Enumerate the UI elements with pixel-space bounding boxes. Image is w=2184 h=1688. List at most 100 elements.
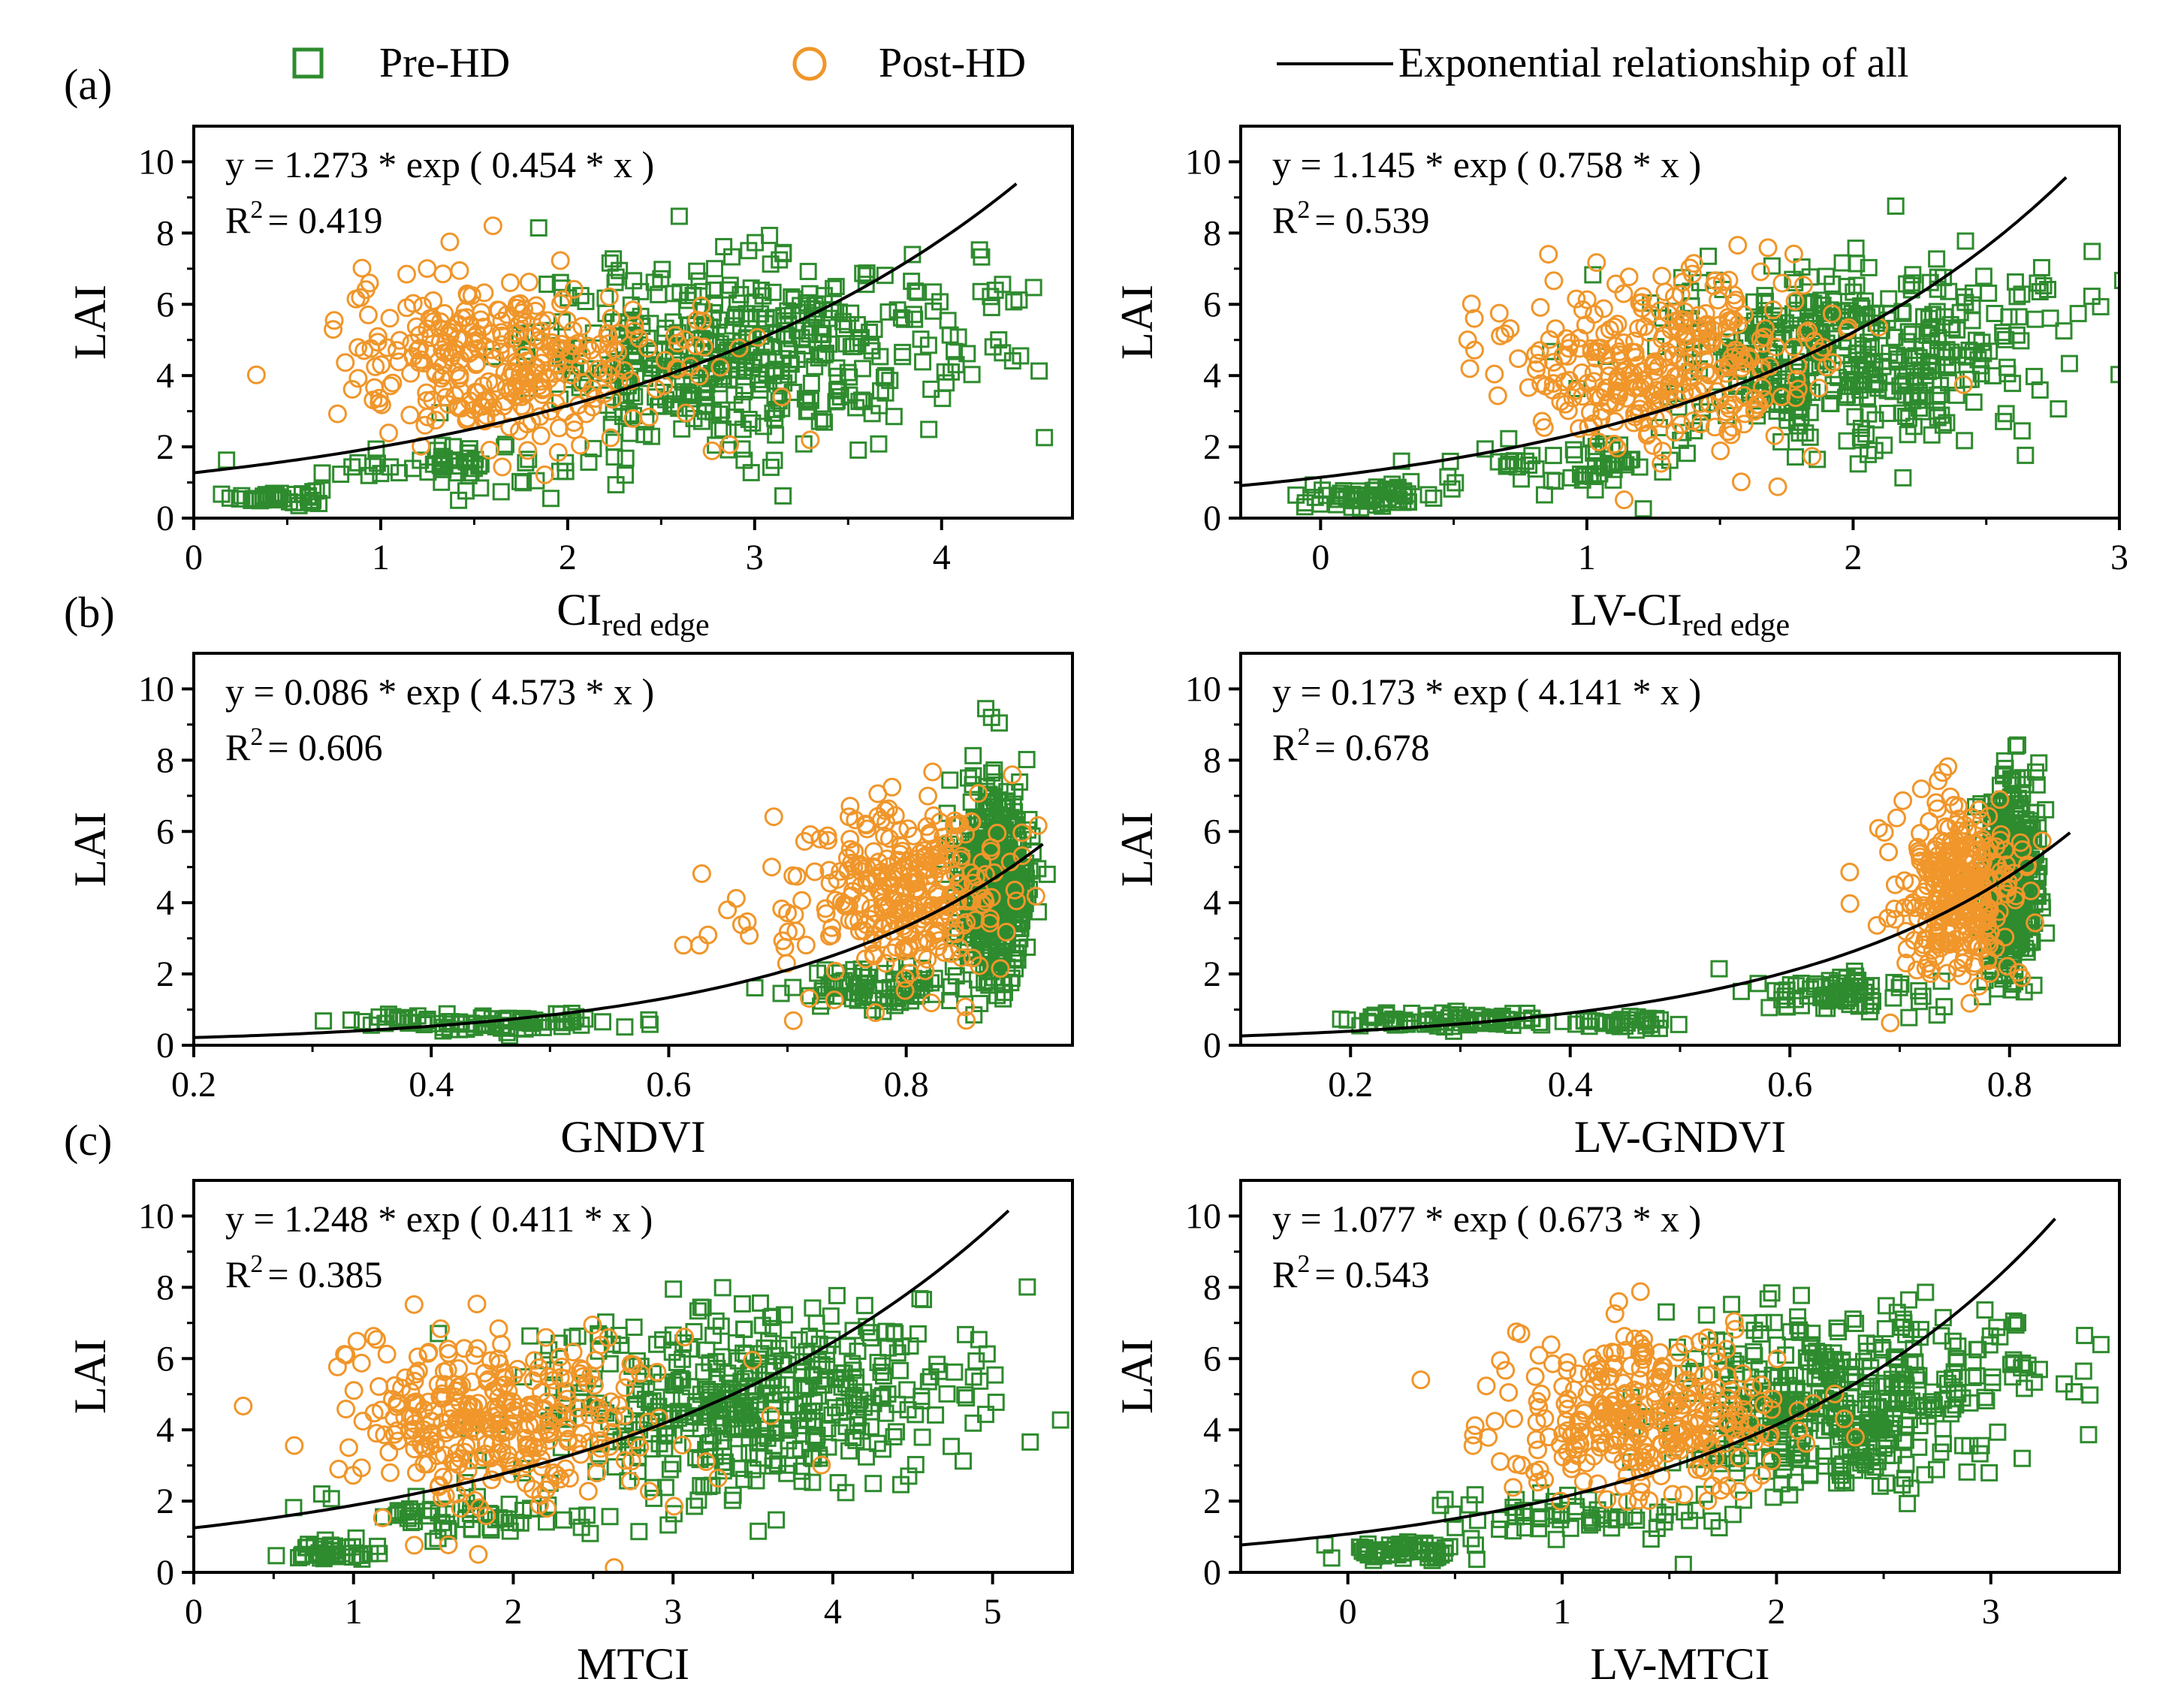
post-hd-point: [696, 1452, 716, 1472]
post-hd-point: [1528, 354, 1548, 373]
pre-hd-point: [839, 363, 857, 381]
pre-hd-point: [822, 1307, 840, 1325]
pre-hd-point: [746, 979, 764, 997]
pre-hd-point: [744, 414, 762, 432]
plot-frame: [192, 1179, 1074, 1574]
pre-hd-point: [1900, 1008, 1918, 1026]
pre-hd-point: [605, 250, 623, 268]
pre-hd-point: [2004, 375, 2022, 393]
pre-hd-point: [1491, 1521, 1509, 1539]
post-hd-point: [1675, 383, 1694, 402]
x-tick-label: 0: [1311, 538, 1329, 577]
post-hd-point: [1696, 316, 1715, 336]
pre-hd-point: [875, 990, 893, 1008]
pre-hd-point: [322, 1490, 340, 1508]
post-hd-point: [1700, 365, 1719, 384]
pre-hd-point: [1392, 452, 1410, 470]
post-hd-point: [1916, 958, 1935, 978]
post-hd-point: [919, 786, 938, 806]
pre-hd-point: [872, 382, 890, 400]
pre-hd-point: [994, 344, 1012, 362]
pre-hd-point: [656, 1439, 674, 1457]
post-hd-point: [353, 1412, 373, 1431]
pre-hd-point: [390, 464, 408, 482]
pre-hd-point: [1876, 1320, 1894, 1338]
fit-equation: y = 1.273 * exp ( 0.454 * x ): [225, 143, 654, 185]
post-hd-point: [969, 784, 988, 803]
post-hd-point: [1965, 954, 1984, 973]
pre-hd-point: [681, 1414, 699, 1432]
post-hd-point: [900, 963, 920, 983]
r-squared-symbol: R: [225, 199, 251, 241]
pre-hd-point: [304, 1546, 322, 1564]
pre-hd-point: [1749, 975, 1767, 993]
x-axis-label: GNDVI: [560, 1112, 705, 1162]
pre-hd-point: [254, 491, 272, 509]
post-hd-point: [1629, 318, 1649, 338]
post-hd-point: [778, 903, 798, 923]
pre-hd-point: [1795, 294, 1813, 312]
post-hd-point: [1696, 362, 1715, 381]
post-hd-point: [866, 903, 885, 923]
post-hd-point: [1728, 315, 1748, 334]
pre-hd-point: [1329, 487, 1347, 505]
post-hd-point: [1765, 426, 1784, 445]
post-hd-point: [1885, 909, 1905, 929]
pre-hd-point: [765, 366, 783, 384]
post-hd-point: [1802, 447, 1822, 466]
pre-hd-point: [735, 1470, 753, 1488]
post-hd-point: [895, 969, 915, 988]
post-hd-point: [474, 1411, 493, 1430]
pre-hd-point: [931, 293, 949, 311]
pre-hd-point: [1830, 984, 1848, 1002]
post-hd-point: [1488, 386, 1507, 405]
r-squared: R2 = 0.539: [1272, 196, 1430, 241]
pre-hd-point: [781, 1396, 799, 1414]
post-hd-point: [674, 1328, 694, 1347]
post-hd-point: [1595, 324, 1615, 343]
post-hd-point: [1809, 378, 1829, 398]
post-hd-point: [941, 849, 961, 869]
post-hd-point: [764, 807, 783, 827]
pre-hd-point: [433, 473, 451, 491]
pre-hd-point: [792, 1440, 810, 1458]
pre-hd-point: [870, 435, 888, 453]
post-hd-point: [1920, 812, 1939, 831]
post-hd-point: [1733, 350, 1753, 369]
pre-hd-point: [1402, 472, 1420, 490]
post-hd-point: [356, 280, 376, 300]
pre-hd-point: [762, 458, 780, 476]
post-hd-point: [572, 317, 592, 336]
pre-hd-point: [865, 321, 883, 339]
pre-hd-point: [862, 1418, 880, 1436]
post-hd-point: [471, 396, 490, 416]
pre-hd-point: [722, 360, 741, 378]
post-hd-point: [928, 924, 947, 943]
x-tick-label: 1: [345, 1592, 363, 1632]
pre-hd-point: [1980, 285, 1998, 303]
pre-hd-point: [728, 294, 746, 312]
pre-hd-point: [1446, 474, 1465, 492]
post-hd-point: [370, 388, 389, 408]
pre-hd-point: [783, 288, 801, 306]
post-hd-point: [1930, 912, 1950, 931]
post-hd-point: [1756, 319, 1775, 339]
post-hd-point: [1914, 896, 1933, 915]
post-hd-point: [942, 944, 961, 963]
pre-hd-point: [792, 1462, 810, 1480]
pre-hd-point: [665, 1505, 683, 1523]
pre-hd-point: [621, 424, 639, 442]
pre-hd-point: [852, 960, 870, 978]
post-hd-point: [1619, 267, 1639, 287]
pre-hd-point: [1030, 362, 1048, 380]
pre-hd-point: [823, 1406, 841, 1424]
post-hd-point: [1727, 291, 1746, 310]
post-hd-point: [531, 1486, 551, 1506]
pre-hd-point: [481, 1518, 499, 1536]
pre-hd-point: [749, 1449, 767, 1467]
pre-hd-point: [463, 1520, 481, 1538]
pre-hd-point: [569, 1507, 587, 1525]
pre-hd-point: [664, 313, 682, 331]
post-hd-point: [1953, 375, 1973, 394]
post-hd-point: [417, 383, 436, 402]
